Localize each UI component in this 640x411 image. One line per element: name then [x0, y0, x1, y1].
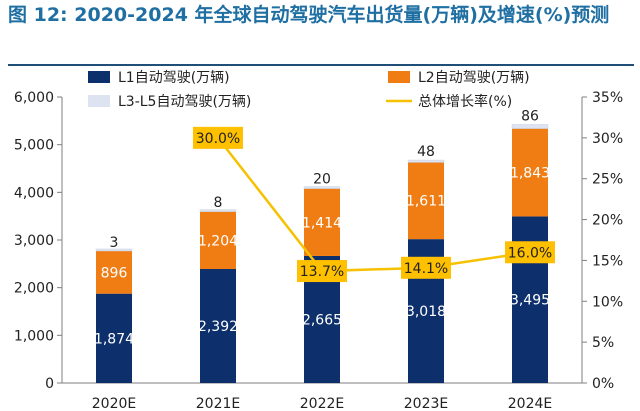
- bar-segment: [511, 124, 549, 129]
- growth-label-box: [297, 260, 347, 283]
- bar-segment: [407, 159, 445, 163]
- growth-point-label: 30.0%: [196, 131, 240, 147]
- x-tick-label: 2024E: [508, 396, 552, 411]
- bar-value-label: 3: [110, 235, 119, 251]
- y-tick-label: 0: [45, 376, 54, 392]
- bar-value-label: 1,611: [406, 194, 446, 210]
- y2-tick-label: 35%: [592, 90, 623, 106]
- bar-value-label: 3,018: [406, 304, 446, 320]
- growth-point-label: 14.1%: [404, 261, 448, 277]
- x-tick-label: 2023E: [404, 396, 448, 411]
- legend-label: L1自动驾驶(万辆): [118, 70, 230, 86]
- y2-tick-label: 10%: [592, 294, 623, 310]
- bar-value-label: 2,392: [198, 319, 238, 335]
- y2-tick-label: 20%: [592, 213, 623, 229]
- growth-point-label: 16.0%: [508, 245, 552, 261]
- bar-segment: [304, 188, 340, 256]
- y-tick-label: 1,000: [14, 328, 54, 344]
- y-tick-label: 2,000: [14, 281, 54, 297]
- growth-label-box: [505, 241, 555, 264]
- bar-value-label: 3,495: [510, 293, 550, 309]
- y2-tick-label: 25%: [592, 172, 623, 188]
- growth-point-label: 13.7%: [300, 264, 344, 280]
- y2-tick-label: 5%: [592, 335, 614, 351]
- growth-label-box: [401, 256, 451, 279]
- chart-title: 图 12: 2020-2024 年全球自动驾驶汽车出货量(万辆)及增速(%)预测: [8, 4, 610, 26]
- bar-segment: [96, 293, 132, 383]
- legend-swatch: [88, 71, 110, 83]
- bar-value-label: 1,874: [94, 331, 134, 347]
- bar-value-label: 1,204: [198, 233, 238, 249]
- y2-tick-label: 15%: [592, 253, 623, 269]
- bar-segment: [199, 209, 237, 212]
- bar-segment: [512, 128, 548, 217]
- legend-label: 总体增长率(%): [418, 93, 512, 110]
- x-tick-label: 2020E: [92, 396, 136, 411]
- bar-segment: [96, 250, 132, 294]
- bar-value-label: 8: [214, 195, 223, 211]
- y-tick-label: 6,000: [14, 90, 54, 106]
- bar-segment: [200, 268, 236, 383]
- axes-layer: 0 1,000 2,000 3,000 4,000 5,000 6,000 0% 5% 10% 15…: [14, 90, 623, 411]
- bar-segment: [303, 186, 341, 189]
- legend: L1自动驾驶(万辆) L2自动驾驶(万辆) L3-L5自动驾驶(万辆) 总体增长率(%…: [88, 70, 530, 110]
- bar-value-label: 2,665: [302, 312, 342, 328]
- y2-tick-label: 0%: [592, 376, 614, 392]
- legend-label: L2自动驾驶(万辆): [418, 70, 530, 86]
- bar-value-label: 896: [101, 265, 128, 281]
- bar-value-label: 86: [521, 108, 539, 124]
- x-tick-label: 2021E: [196, 396, 240, 411]
- y-tick-label: 5,000: [14, 138, 54, 154]
- x-tick-label: 2022E: [300, 396, 344, 411]
- bar-value-label: 1,414: [302, 215, 342, 231]
- bar-segment: [95, 248, 133, 252]
- bar-value-label: 1,843: [510, 165, 550, 181]
- y-tick-label: 4,000: [14, 185, 54, 201]
- bar-segment: [200, 211, 236, 269]
- legend-swatch: [88, 95, 110, 107]
- bar-value-label: 20: [313, 172, 331, 188]
- bar-value-label: 48: [417, 144, 435, 160]
- title-divider: [8, 64, 634, 66]
- bar-segment: [408, 162, 444, 240]
- y-tick-label: 3,000: [14, 233, 54, 249]
- growth-line: [217, 137, 531, 273]
- y2-tick-label: 30%: [592, 131, 623, 147]
- bars-layer: 1,874 896 3 2,392 1,204 8 2,665 1,414 20 3,018 1,6…: [94, 108, 550, 383]
- legend-swatch: [388, 71, 410, 83]
- growth-label-box: [193, 126, 243, 149]
- legend-label: L3-L5自动驾驶(万辆): [118, 94, 251, 110]
- line-layer: 30.0% 13.7% 14.1% 16.0%: [193, 126, 555, 283]
